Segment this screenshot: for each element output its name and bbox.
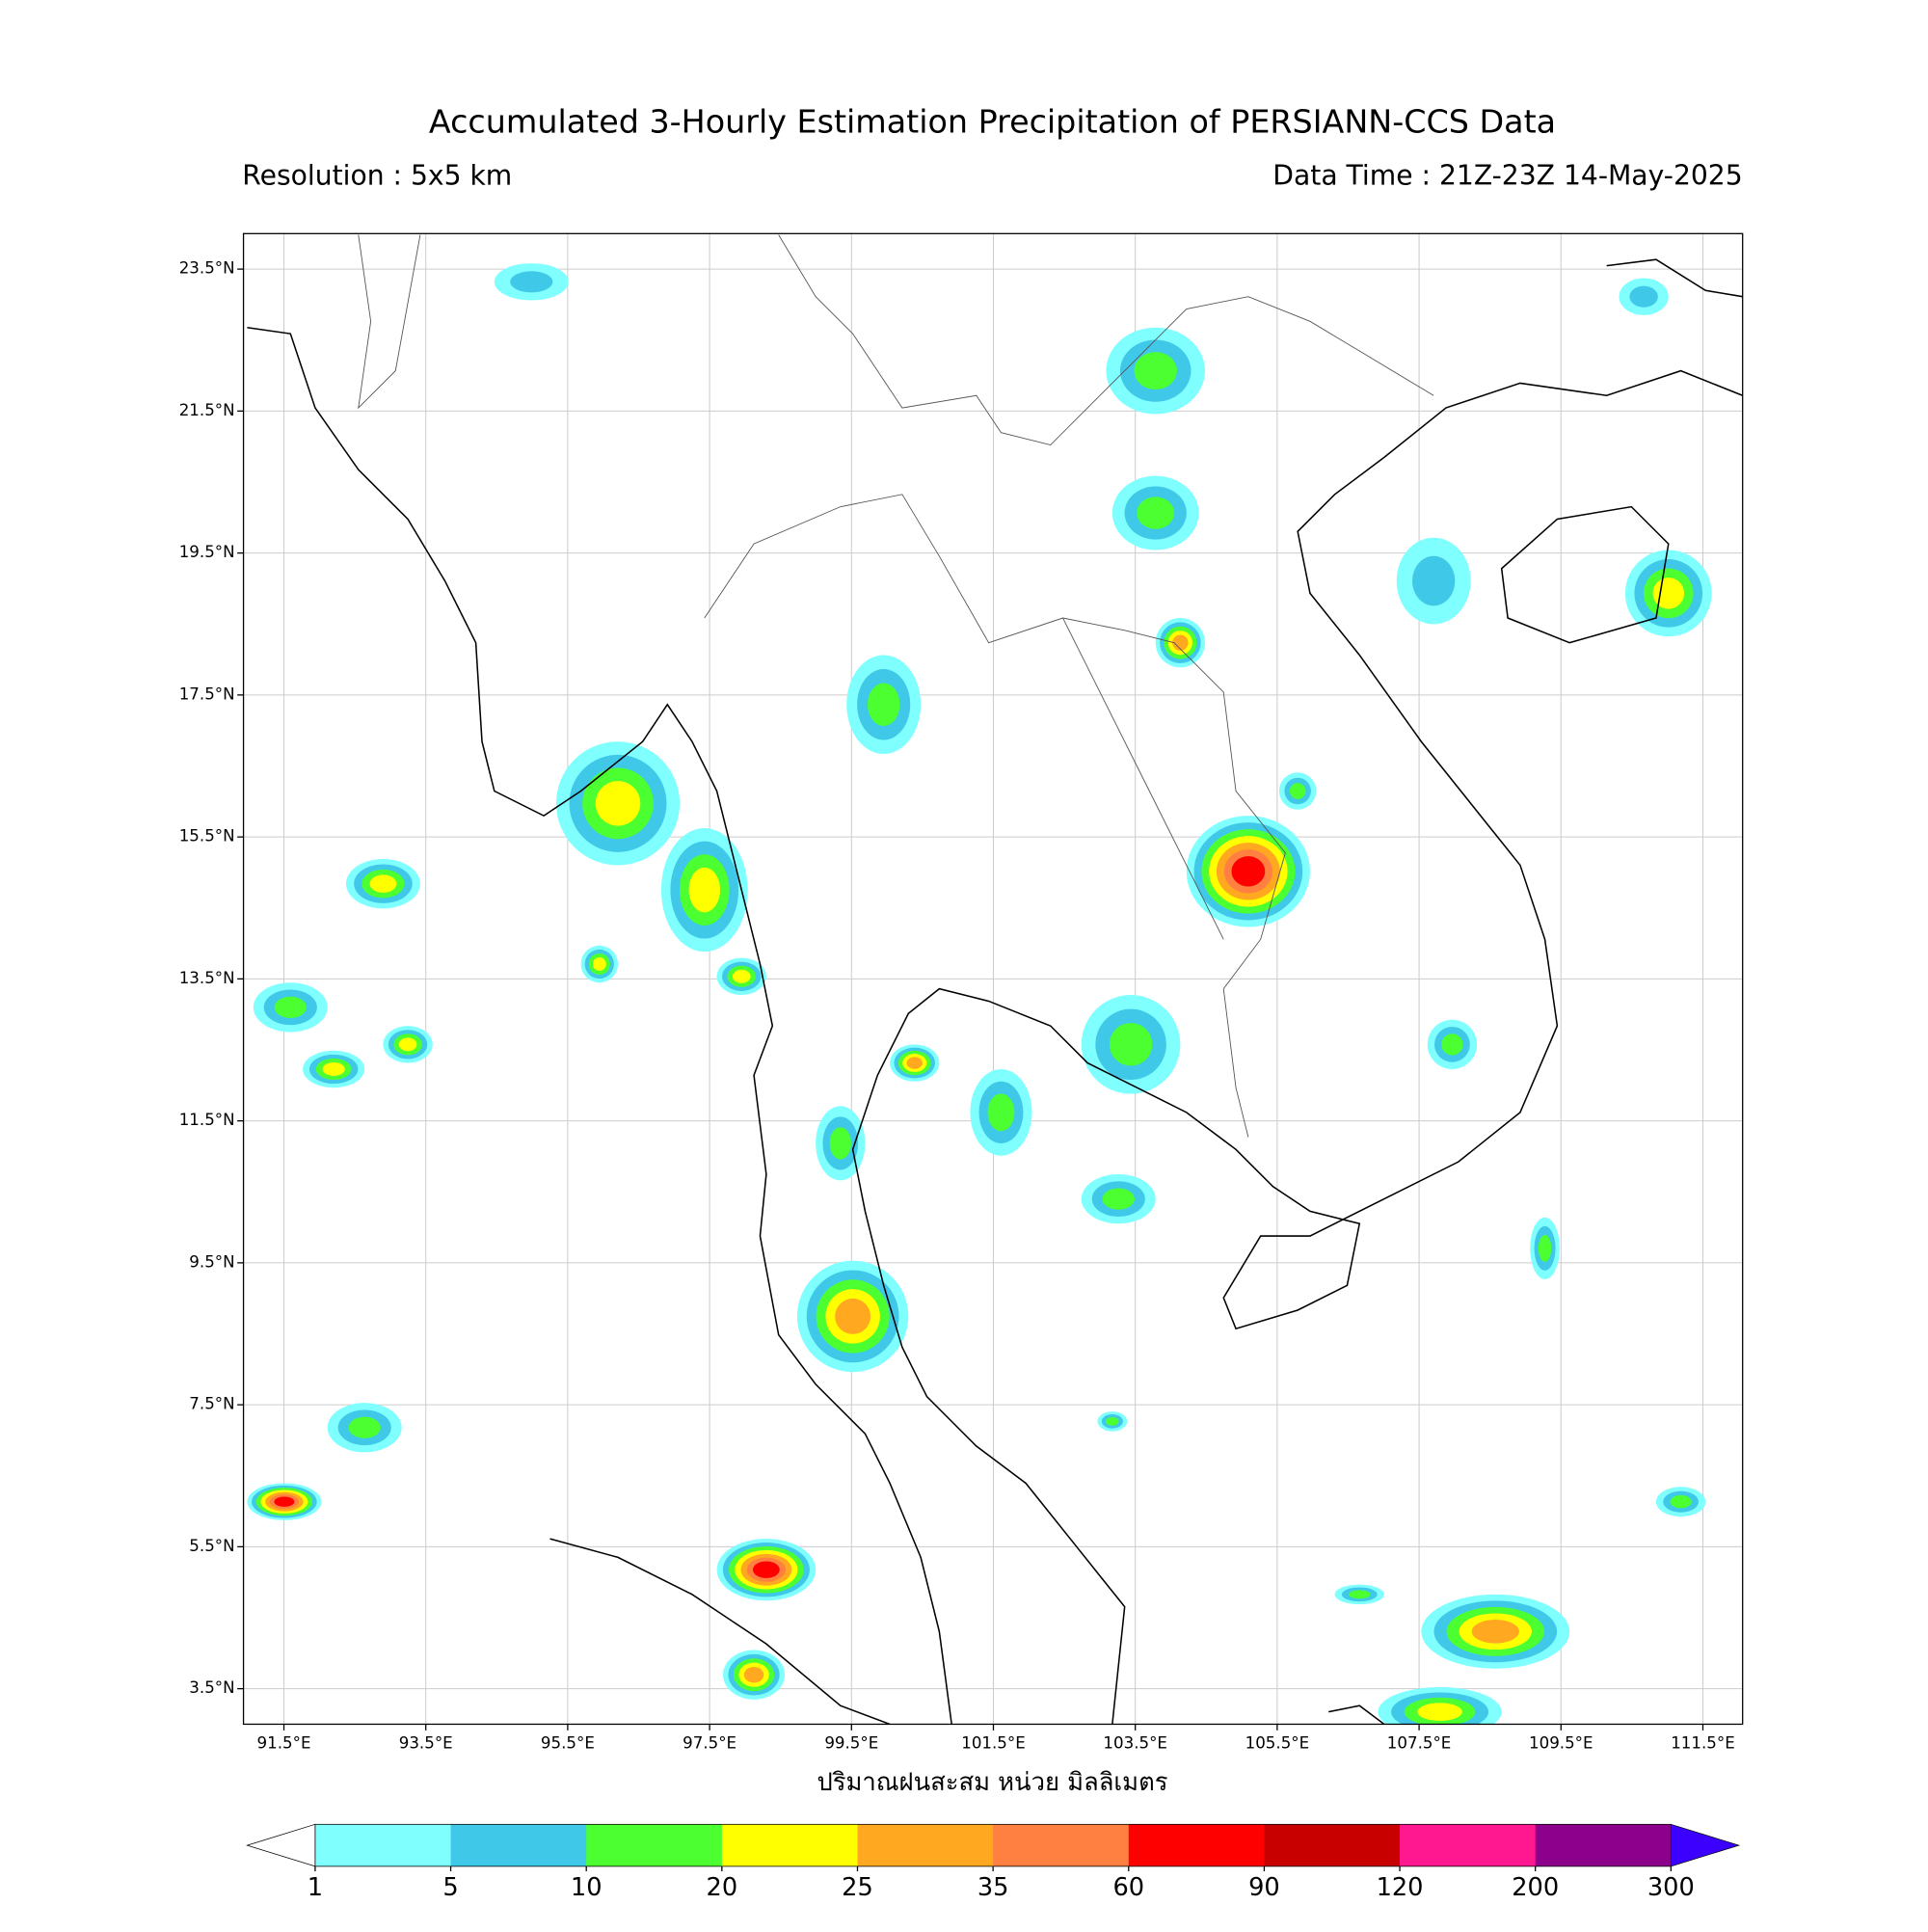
colorbar-segment: [1535, 1824, 1672, 1866]
rain-cell: [987, 1093, 1015, 1132]
rain-cell: [1629, 285, 1658, 308]
colorbar-segment: [857, 1824, 994, 1866]
rain-cell: [322, 1062, 345, 1076]
colorbar-segment: [586, 1824, 723, 1866]
x-tick-label: 95.5°E: [541, 1733, 595, 1752]
y-tick-label: 21.5°N: [179, 401, 235, 419]
coastline: [1606, 258, 1743, 298]
rain-cell: [1134, 352, 1177, 390]
rain-cell: [510, 271, 553, 293]
y-tick-label: 9.5°N: [189, 1252, 234, 1271]
rain-cell: [1289, 783, 1306, 799]
border: [704, 494, 1286, 1138]
rain-cell: [1172, 634, 1189, 651]
colorbar-label: 5: [442, 1873, 458, 1902]
resolution: Resolution : 5x5 km: [242, 159, 512, 191]
rain-cell: [1412, 555, 1456, 606]
y-tick-label: 13.5°N: [179, 969, 235, 987]
title: Accumulated 3-Hourly Estimation Precipit…: [429, 103, 1556, 141]
coastline: [851, 369, 1743, 1725]
colorbar-label: 35: [977, 1873, 1009, 1902]
rain-cell: [1137, 496, 1175, 529]
colorbar-over: [1670, 1823, 1741, 1867]
x-label: ปริมาณฝนสะสม หน่วย มิลลิเมตร: [817, 1768, 1167, 1797]
grid: [243, 233, 1743, 1725]
colorbar-under: [246, 1823, 316, 1867]
coastline: [1328, 1704, 1385, 1725]
x-tick-label: 93.5°E: [399, 1733, 453, 1752]
x-tick-label: 103.5°E: [1103, 1733, 1167, 1752]
x-tick-label: 111.5°E: [1671, 1733, 1735, 1752]
rain-cell: [732, 969, 751, 983]
coastline: [247, 326, 952, 1725]
colorbar-label: 10: [571, 1873, 602, 1902]
x-tick-label: 97.5°E: [683, 1733, 736, 1752]
rain-cell: [1231, 856, 1266, 887]
rain-cell: [595, 781, 641, 826]
border: [358, 234, 421, 410]
y-tick-label: 11.5°N: [179, 1111, 235, 1129]
rain-cell: [1538, 1234, 1552, 1262]
data-time: Data Time : 21Z-23Z 14-May-2025: [1272, 159, 1742, 191]
colorbar-label: 25: [842, 1873, 873, 1902]
colorbar-segment: [1264, 1824, 1401, 1866]
colorbar-label: 300: [1647, 1873, 1695, 1902]
colorbar-segment: [721, 1824, 859, 1866]
colorbar-label: 120: [1377, 1873, 1424, 1902]
colorbar-segment: [1128, 1824, 1266, 1866]
colorbar: 1 5 10 20 25 35 60 90 120 200 300: [246, 1823, 1741, 1902]
rain-field: [247, 263, 1712, 1725]
x-tick-label: 101.5°E: [961, 1733, 1026, 1752]
rain-cell: [743, 1666, 764, 1683]
y-tick-label: 5.5°N: [189, 1537, 234, 1555]
colorbar-segment: [314, 1824, 452, 1866]
rain-cell: [369, 874, 397, 893]
colorbar-segment: [450, 1824, 587, 1866]
x-tick-label: 109.5°E: [1529, 1733, 1593, 1752]
rain-cell: [592, 957, 606, 971]
y-tick-label: 15.5°N: [179, 827, 235, 845]
coastline: [549, 1538, 891, 1725]
y-tick-label: 7.5°N: [189, 1395, 234, 1413]
rain-cell: [1106, 1416, 1119, 1426]
rain-cell: [1109, 1023, 1153, 1066]
x-tick-label: 99.5°E: [824, 1733, 878, 1752]
rain-cell: [835, 1298, 871, 1334]
colorbar-segment: [993, 1824, 1130, 1866]
rain-cell: [1417, 1703, 1462, 1721]
rain-cell: [1349, 1590, 1371, 1599]
y-tick-label: 23.5°N: [179, 259, 235, 278]
rain-cell: [274, 996, 307, 1018]
island: [1500, 505, 1670, 644]
colorbar-label: 200: [1512, 1873, 1559, 1902]
rain-cell: [1102, 1188, 1135, 1210]
colorbar-label: 90: [1248, 1873, 1280, 1902]
y-tick-label: 17.5°N: [179, 684, 235, 703]
border: [778, 234, 1434, 446]
border: [1062, 617, 1224, 940]
rain-cell: [398, 1037, 417, 1052]
rain-cell: [1441, 1033, 1463, 1056]
rain-cell: [1471, 1620, 1519, 1644]
x-tick-label: 105.5°E: [1245, 1733, 1310, 1752]
rain-cell: [868, 683, 900, 726]
coastlines: [247, 234, 1743, 1725]
rain-cell: [688, 867, 721, 913]
colorbar-segment: [1400, 1824, 1537, 1866]
x-tick-label: 91.5°E: [257, 1733, 311, 1752]
colorbar-label: 20: [707, 1873, 738, 1902]
colorbar-label: 60: [1112, 1873, 1144, 1902]
y-tick-label: 19.5°N: [179, 543, 235, 561]
rain-cell: [906, 1057, 923, 1069]
rain-cell: [1652, 577, 1685, 609]
rain-cell: [348, 1416, 381, 1438]
y-tick-label: 3.5°N: [189, 1678, 234, 1697]
x-tick-label: 107.5°E: [1387, 1733, 1452, 1752]
rain-cell: [274, 1496, 295, 1507]
rain-cell: [752, 1561, 780, 1578]
rain-cell: [829, 1127, 851, 1160]
colorbar-label: 1: [308, 1873, 323, 1902]
rain-cell: [1670, 1495, 1692, 1509]
